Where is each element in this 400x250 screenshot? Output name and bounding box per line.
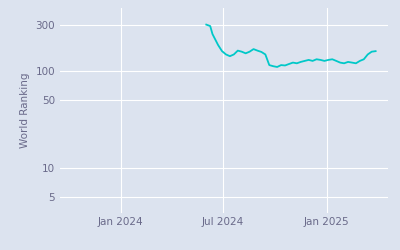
Y-axis label: World Ranking: World Ranking [20, 72, 30, 148]
